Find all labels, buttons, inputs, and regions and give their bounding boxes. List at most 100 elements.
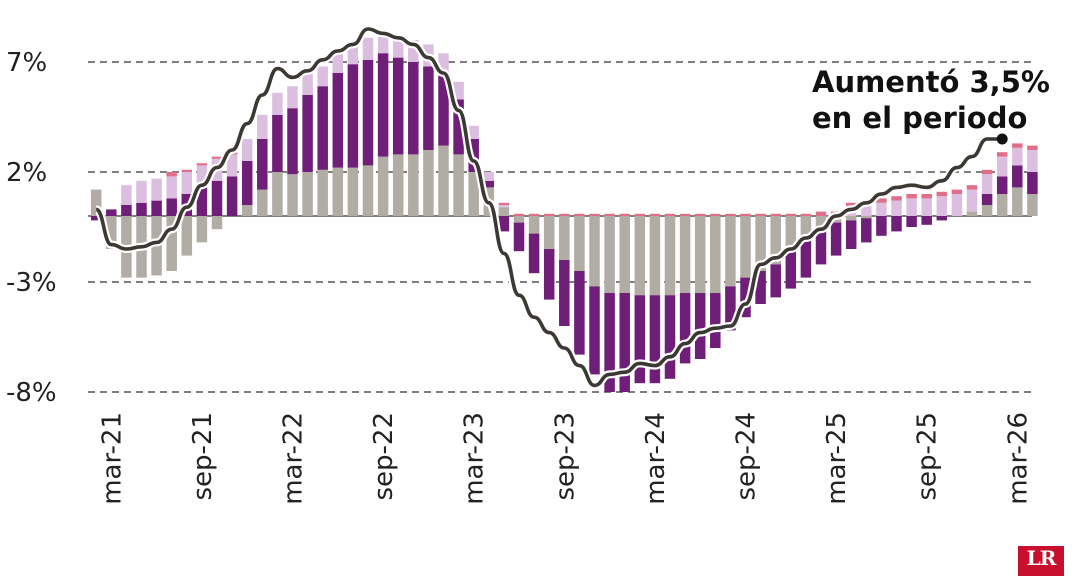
bar-stack	[241, 139, 253, 216]
bar-stack	[1027, 145, 1038, 216]
bar-segment-dark_purple	[664, 295, 676, 379]
bar-stack	[498, 202, 510, 232]
bar-segment-dark_purple	[513, 222, 525, 252]
bar-stack	[725, 213, 736, 331]
bar-stack	[453, 81, 464, 216]
bar-segment-gray	[604, 216, 615, 293]
bar-segment-gray	[725, 216, 736, 287]
bar-segment-dark_purple	[362, 59, 374, 166]
bar-segment-light_purple	[181, 172, 193, 194]
bar-segment-dark_purple	[241, 161, 253, 205]
bar-segment-dark_purple	[438, 73, 449, 146]
bar-segment-dark_purple	[634, 295, 646, 384]
y-axis-labels: 7% 2% -3% -8%	[6, 48, 57, 408]
bar-segment-light_purple	[921, 198, 932, 216]
x-tick-label: mar-25	[822, 412, 852, 505]
bar-stack	[392, 35, 404, 216]
bar-segment-pink	[755, 213, 766, 216]
bar-stack	[951, 189, 963, 216]
bar-segment-dark_purple	[332, 73, 344, 168]
bar-segment-gray	[468, 172, 479, 216]
bar-segment-light_purple	[876, 202, 887, 216]
y-tick-label: -3%	[6, 268, 57, 298]
bar-segment-light_purple	[936, 196, 948, 216]
bar-segment-light_purple	[951, 194, 963, 216]
bar-segment-light_purple	[317, 66, 328, 87]
bar-segment-light_purple	[861, 205, 872, 216]
bar-segment-pink	[845, 202, 857, 208]
bar-segment-dark_purple	[740, 277, 751, 318]
bar-segment-gray	[664, 216, 676, 296]
bar-stack	[770, 213, 781, 298]
bar-segment-pink	[498, 202, 510, 205]
bar-segment-dark_purple	[996, 176, 1008, 194]
bar-stack	[90, 189, 102, 221]
bar-segment-gray	[710, 216, 721, 293]
bar-stack	[287, 86, 298, 216]
total-line-layer	[94, 25, 1008, 390]
bar-segment-pink	[710, 213, 721, 216]
bar-segment-dark_purple	[770, 264, 781, 298]
bar-stack	[408, 40, 419, 216]
bar-segment-dark_purple	[649, 295, 661, 384]
bar-segment-gray	[302, 172, 313, 216]
bar-segment-light_purple	[966, 189, 978, 212]
bar-segment-pink	[211, 156, 223, 159]
bar-segment-gray	[272, 172, 283, 216]
bar-segment-gray	[815, 216, 827, 227]
bar-segment-pink	[966, 185, 978, 190]
bar-segment-dark_purple	[830, 222, 842, 256]
bar-segment-gray	[845, 216, 857, 221]
bar-segment-dark_purple	[785, 249, 797, 289]
bar-segment-pink	[740, 213, 751, 216]
bar-segment-light_purple	[136, 180, 147, 203]
total-line	[95, 27, 1003, 388]
bar-segment-light_purple	[1027, 150, 1038, 172]
bar-stack	[589, 213, 600, 375]
annotation: Aumentó 3,5% en el periodo	[812, 65, 1050, 135]
bar-segment-dark_purple	[257, 139, 268, 190]
bar-stack	[694, 213, 706, 359]
bar-segment-dark_purple	[483, 180, 495, 188]
bar-stack	[785, 213, 797, 289]
bar-segment-pink	[619, 213, 630, 216]
bar-stack	[438, 53, 449, 216]
bar-segment-light_purple	[981, 174, 993, 194]
bar-segment-gray	[1027, 194, 1038, 216]
bar-segment-gray	[287, 174, 298, 216]
x-tick-label: mar-23	[460, 412, 490, 505]
bar-segment-dark_purple	[317, 86, 328, 170]
bar-segment-light_purple	[362, 37, 374, 60]
bar-stack	[619, 213, 630, 392]
bar-segment-gray	[543, 216, 555, 249]
bar-segment-gray	[785, 216, 797, 249]
bar-segment-dark_purple	[302, 95, 313, 172]
bar-segment-pink	[876, 198, 887, 203]
bar-segment-gray	[332, 167, 344, 216]
bar-segment-gray	[166, 216, 177, 271]
bar-segment-gray	[347, 167, 359, 216]
bar-segment-dark_purple	[921, 216, 932, 225]
bar-segment-light_purple	[408, 40, 419, 62]
bar-segment-gray	[106, 216, 117, 249]
bar-segment-pink	[906, 194, 917, 199]
bar-stack	[966, 185, 978, 216]
bar-segment-pink	[981, 169, 993, 175]
bar-stack	[1012, 143, 1023, 216]
bar-segment-light_purple	[272, 92, 283, 115]
bar-segment-gray	[755, 216, 766, 271]
bar-segment-light_purple	[906, 198, 917, 216]
bar-segment-dark_purple	[559, 260, 570, 326]
bar-segment-pink	[589, 213, 600, 216]
bar-segment-dark_purple	[574, 271, 585, 355]
bar-segment-pink	[951, 189, 963, 194]
bar-segment-light_purple	[257, 114, 268, 139]
bar-segment-light_purple	[377, 31, 389, 54]
x-tick-label: mar-22	[279, 412, 309, 505]
bar-stack	[257, 114, 268, 216]
bar-segment-dark_purple	[861, 218, 872, 243]
bar-segment-dark_purple	[589, 286, 600, 375]
bar-segment-dark_purple	[377, 53, 389, 157]
bar-segment-dark_purple	[543, 249, 555, 300]
lr-logo: LR	[1018, 546, 1064, 576]
